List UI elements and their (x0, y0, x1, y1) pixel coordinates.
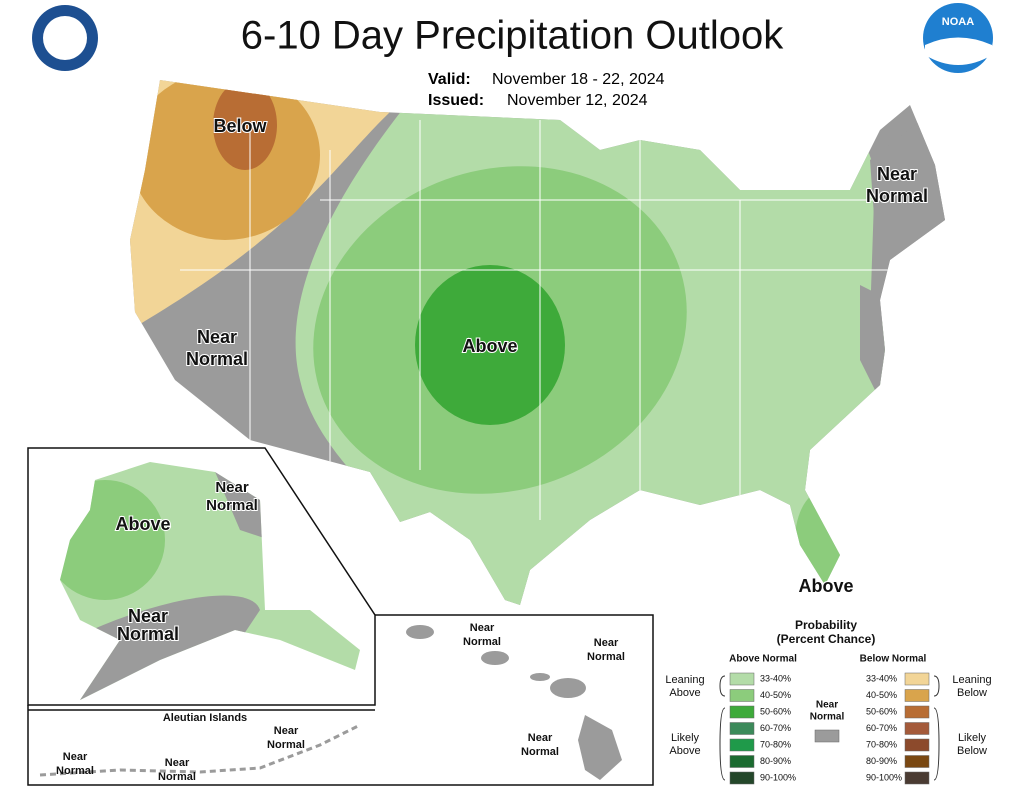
title: 6-10 Day Precipitation Outlook (241, 14, 785, 58)
legend-level: 33-40% (866, 673, 897, 683)
legend-swatch (904, 755, 930, 768)
seal-inner (43, 16, 87, 60)
legend-brace (933, 707, 940, 781)
legend-group: Leaning (952, 674, 991, 686)
map-label: Normal (866, 186, 928, 206)
legend-brace (719, 707, 726, 781)
legend-swatch (904, 705, 930, 719)
legend-swatch (904, 689, 930, 702)
legend-swatch (904, 722, 930, 735)
legend-heading: Below Normal (860, 654, 927, 665)
map-label: Near (215, 479, 249, 496)
legend-level: 33-40% (760, 673, 791, 683)
legend-level: 40-50% (866, 690, 897, 700)
state-borders (180, 120, 920, 520)
valid-dates: November 18 - 22, 2024 (492, 71, 665, 88)
map-label: Near (877, 164, 917, 184)
legend-level: 70-80% (760, 739, 791, 749)
issued-date: November 12, 2024 (507, 92, 648, 109)
noaa-logo-text: NOAA (942, 16, 974, 28)
legend-near: Near (816, 700, 838, 711)
legend-level: 80-90% (866, 756, 897, 766)
legend-level: 80-90% (760, 756, 791, 766)
alaska (60, 462, 360, 700)
map-label: Normal (206, 497, 258, 514)
legend-group: Below (957, 745, 987, 757)
aleutian-inset (27, 705, 375, 786)
map-label: Near (128, 606, 168, 626)
map-label: Normal (267, 739, 305, 751)
legend-heading: Above Normal (729, 654, 797, 665)
legend-level: 50-60% (760, 706, 791, 716)
hawaii-inset (375, 614, 654, 786)
map-label: Above (115, 514, 170, 534)
legend-title: Probability (795, 618, 857, 632)
legend-level: 70-80% (866, 739, 897, 749)
map-label: Near (165, 757, 190, 769)
legend-swatch (729, 738, 755, 752)
below-50-60 (213, 80, 277, 170)
legend-title: (Percent Chance) (777, 632, 876, 646)
legend-swatch (729, 705, 755, 719)
legend-group: Leaning (665, 674, 704, 686)
legend-brace (933, 675, 940, 697)
map-label: Normal (186, 349, 248, 369)
map-label: Normal (521, 746, 559, 758)
legend-group: Likely (958, 732, 987, 744)
legend-group: Above (669, 745, 700, 757)
legend-swatch (729, 722, 755, 735)
map-label: Near (470, 622, 495, 634)
map-label: Near (63, 751, 88, 763)
legend-level: 40-50% (760, 690, 791, 700)
map-label: Normal (463, 636, 501, 648)
above-50-60 (415, 265, 565, 425)
legend-swatch (814, 729, 840, 743)
map-label: Above (798, 576, 853, 596)
legend-level: 60-70% (866, 723, 897, 733)
legend-group: Above (669, 687, 700, 699)
legend-level: 90-100% (760, 772, 796, 782)
issued-label: Issued: (428, 92, 484, 109)
map-label: Normal (117, 624, 179, 644)
map-label: Above (462, 336, 517, 356)
legend-swatch (904, 771, 930, 785)
legend-swatch (729, 672, 755, 686)
map-label: Near (594, 637, 619, 649)
map-label: Normal (56, 765, 94, 777)
map-label: Near (528, 732, 553, 744)
ak-above-40-50 (60, 480, 165, 600)
legend-swatch (729, 755, 755, 768)
legend-group: Likely (671, 732, 700, 744)
legend-group: Below (957, 687, 987, 699)
legend-swatch (729, 771, 755, 785)
legend-brace (719, 675, 726, 697)
legend-level: 50-60% (866, 706, 897, 716)
map-label: Aleutian Islands (163, 712, 247, 724)
noaa-logo-wave (925, 37, 992, 65)
map-label: Below (213, 116, 267, 136)
legend-swatch (904, 738, 930, 752)
aleutian-islands (39, 723, 361, 777)
valid-label: Valid: (428, 71, 471, 88)
legend-swatch (729, 689, 755, 702)
map-label: Near (274, 725, 299, 737)
alaska-inset (27, 447, 376, 706)
legend-swatch (904, 672, 930, 686)
legend-level: 60-70% (760, 723, 791, 733)
legend-near: Normal (810, 712, 845, 723)
map-label: Near (197, 327, 237, 347)
map-label: Normal (158, 771, 196, 783)
map-label: Normal (587, 651, 625, 663)
legend-level: 90-100% (866, 772, 902, 782)
hawaii (406, 625, 622, 780)
